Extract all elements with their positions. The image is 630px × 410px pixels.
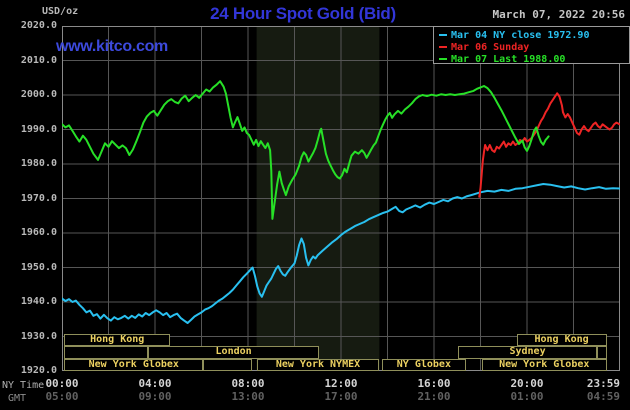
chart-title: 24 Hour Spot Gold (Bid) [210,4,396,23]
x-tick-gmt: 09:00 [138,390,172,403]
session-box-london: London [147,346,320,359]
session-box-hong-kong: Hong Kong [516,333,607,346]
session-box-empty [64,346,148,359]
y-tick-label: 2000.0 [20,89,57,100]
chart-datetime: March 07, 2022 20:56 [492,8,625,21]
session-box-empty [596,346,607,359]
x-tick-gmt: 17:00 [324,390,358,403]
legend-row-mar06: Mar 06 Sunday [438,41,629,53]
series-line-mar06-red [478,92,620,198]
x-axis-row-label-gmt: GMT [8,393,27,404]
session-box-ny-globex: NY Globex [381,358,467,371]
market-sessions-layer: Hong Kong Hong Kong London Sydney New York G… [62,26,620,371]
x-tick-ny-time: 23:59 [586,377,620,390]
plot-area [62,26,620,371]
x-tick-ny-time: 04:00 [138,377,172,390]
x-tick-ny-time: 00:00 [45,377,79,390]
session-box-sydney: Sydney [458,346,597,359]
y-tick-label: 1930.0 [20,330,57,342]
x-tick-gmt: 01:00 [510,390,544,403]
y-tick-label: 1980.0 [20,158,57,169]
x-axis-row-label-ny-time: NY Time [2,380,45,391]
series-line-mar04-cyan [62,183,620,324]
legend-label-mar06: Mar 06 Sunday [451,41,530,53]
legend-box: Mar 04 NY close 1972.90 Mar 06 Sunday Ma… [433,26,630,65]
session-box-new-york-globex: New York Globex [64,358,204,371]
session-box-hong-kong: Hong Kong [64,333,171,346]
mar06-line-swatch-icon [439,46,447,48]
y-tick-label: 1970.0 [20,192,57,204]
y-tick-label: 2020.0 [20,20,57,31]
x-tick-ny-time: 12:00 [324,377,358,390]
y-tick-label: 1920.0 [20,365,57,376]
x-tick-gmt: 21:00 [417,390,451,403]
series-line-mar07-green [62,80,550,220]
legend-row-mar07: Mar 07 Last 1988.00 [438,53,629,65]
x-tick-ny-time: 20:00 [510,377,544,390]
x-tick-gmt: 13:00 [231,390,265,403]
y-tick-label: 1960.0 [20,227,57,238]
mar04-line-swatch-icon [439,34,447,36]
kitco-watermark-link[interactable]: www.kitco.com [56,38,168,55]
x-tick-gmt: 05:00 [45,390,79,403]
y-tick-label: 1950.0 [20,261,57,273]
legend-label-mar07: Mar 07 Last 1988.00 [451,53,566,65]
session-box-new-york-nymex: New York NYMEX [256,358,380,371]
y-tick-label: 2010.0 [20,54,57,66]
legend-row-mar04: Mar 04 NY close 1972.90 [438,29,629,41]
legend-label-mar04: Mar 04 NY close 1972.90 [451,29,590,41]
session-box-new-york-globex: New York Globex [481,358,607,371]
y-axis-unit-label: USD/oz [42,6,79,17]
x-tick-ny-time: 16:00 [417,377,451,390]
mar07-line-swatch-icon [439,58,447,60]
x-tick-ny-time: 08:00 [231,377,265,390]
y-tick-label: 1940.0 [20,296,57,307]
session-box-empty [203,358,252,371]
y-tick-label: 1990.0 [20,123,57,135]
x-tick-gmt: 04:59 [586,390,620,403]
